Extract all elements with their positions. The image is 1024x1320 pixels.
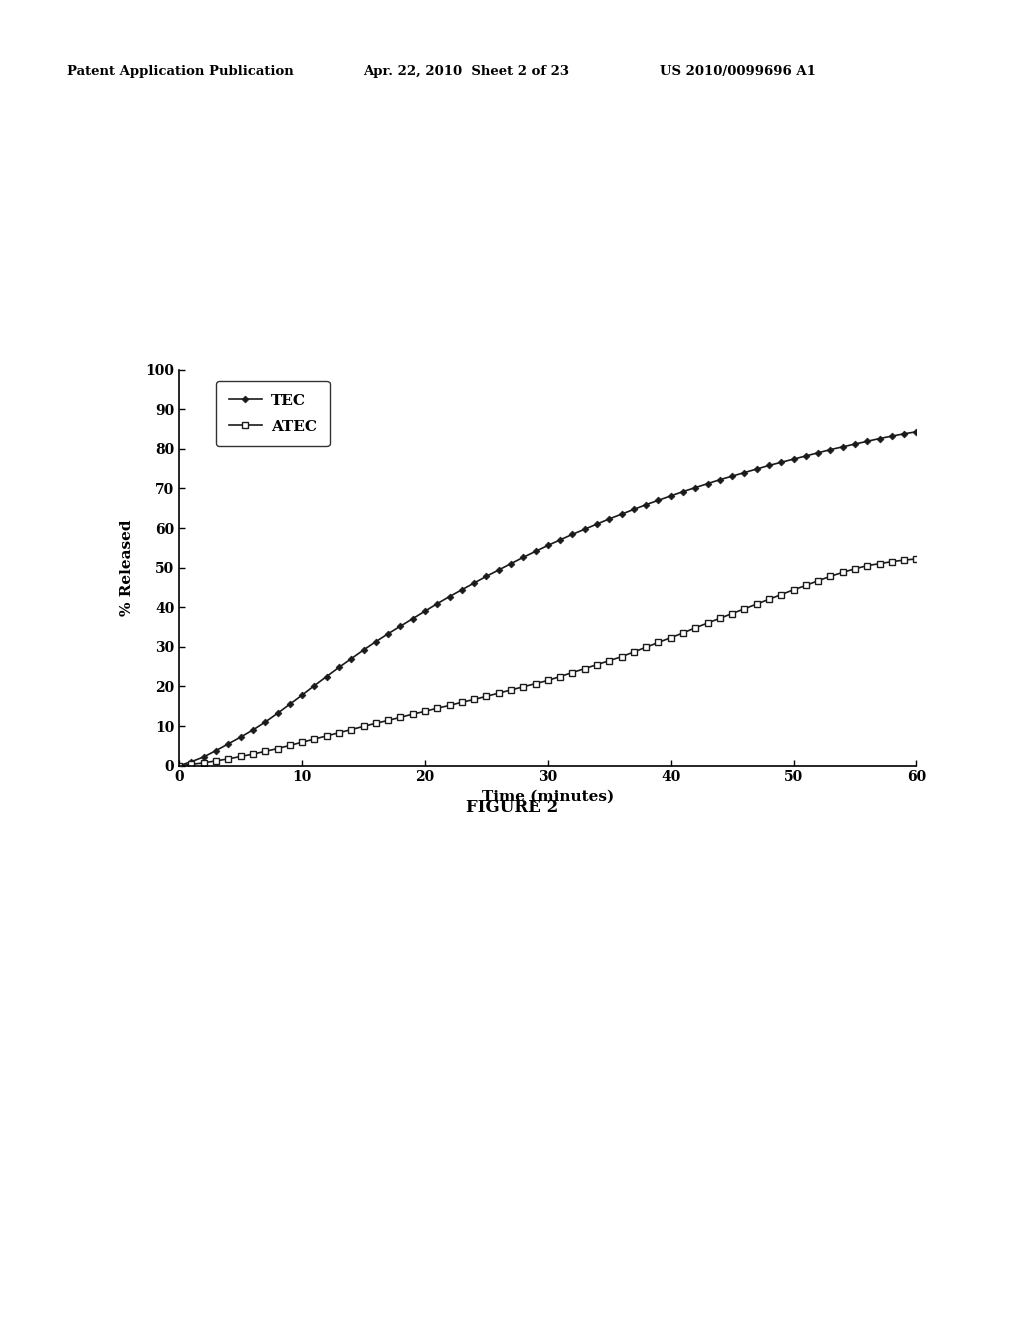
TEC <box>615 506 628 521</box>
Text: Apr. 22, 2010  Sheet 2 of 23: Apr. 22, 2010 Sheet 2 of 23 <box>364 65 569 78</box>
TEC <box>173 758 185 774</box>
TEC <box>910 424 923 440</box>
Y-axis label: % Released: % Released <box>120 519 134 616</box>
TEC <box>345 651 357 667</box>
ATEC <box>566 664 579 681</box>
X-axis label: Time (minutes): Time (minutes) <box>481 789 614 804</box>
TEC <box>321 668 333 684</box>
TEC <box>812 445 824 461</box>
Text: US 2010/0099696 A1: US 2010/0099696 A1 <box>660 65 816 78</box>
ATEC <box>173 758 185 774</box>
Line: TEC: TEC <box>177 429 919 768</box>
ATEC <box>615 649 628 665</box>
Legend: TEC, ATEC: TEC, ATEC <box>216 381 330 446</box>
Line: ATEC: ATEC <box>176 556 920 768</box>
TEC <box>431 595 443 611</box>
ATEC <box>812 573 824 589</box>
TEC <box>566 527 579 543</box>
ATEC <box>910 550 923 566</box>
ATEC <box>321 729 333 744</box>
ATEC <box>431 700 443 715</box>
Text: FIGURE 2: FIGURE 2 <box>466 799 558 816</box>
Text: Patent Application Publication: Patent Application Publication <box>67 65 293 78</box>
ATEC <box>345 722 357 738</box>
